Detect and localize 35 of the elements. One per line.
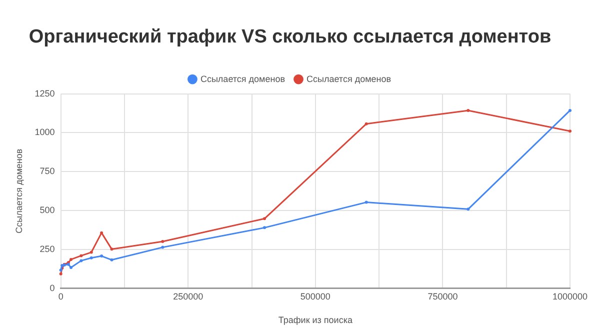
y-tick-label: 750 [40, 166, 55, 176]
point [262, 217, 266, 220]
point [110, 248, 114, 251]
point [262, 226, 266, 230]
point [161, 246, 164, 249]
y-tick-label: 0 [50, 282, 55, 293]
x-axis-title: Трафик из поиска [278, 315, 352, 326]
x-tick-label: 500000 [300, 291, 330, 302]
point [59, 272, 62, 276]
y-tick-label: 500 [40, 205, 55, 216]
point [90, 250, 93, 254]
y-tick-label: 250 [40, 244, 55, 254]
chart-title: Органический трафик VS сколько ссылается доментов [28, 26, 552, 48]
point [80, 254, 83, 258]
y-axis-title: Ссылается доменов [14, 148, 24, 234]
legend-label: Ссылается доменов [306, 74, 392, 84]
legend-label: Ссылается доменов [200, 74, 286, 84]
x-tick-label: 1000000 [552, 291, 588, 302]
x-tick-label: 750000 [428, 291, 458, 302]
point [100, 231, 104, 234]
point [90, 256, 93, 260]
point [568, 108, 572, 112]
y-tick-label: 1250 [34, 88, 55, 98]
x-tick-label: 0 [58, 291, 64, 302]
point [466, 108, 470, 112]
x-tick-label: 250000 [173, 291, 204, 302]
point [364, 200, 368, 204]
point [100, 254, 104, 258]
point [568, 130, 572, 133]
y-tick-label: 1000 [34, 127, 55, 138]
point [364, 122, 368, 126]
point [466, 208, 470, 211]
point [110, 258, 114, 262]
point [161, 240, 164, 244]
point [80, 259, 83, 262]
